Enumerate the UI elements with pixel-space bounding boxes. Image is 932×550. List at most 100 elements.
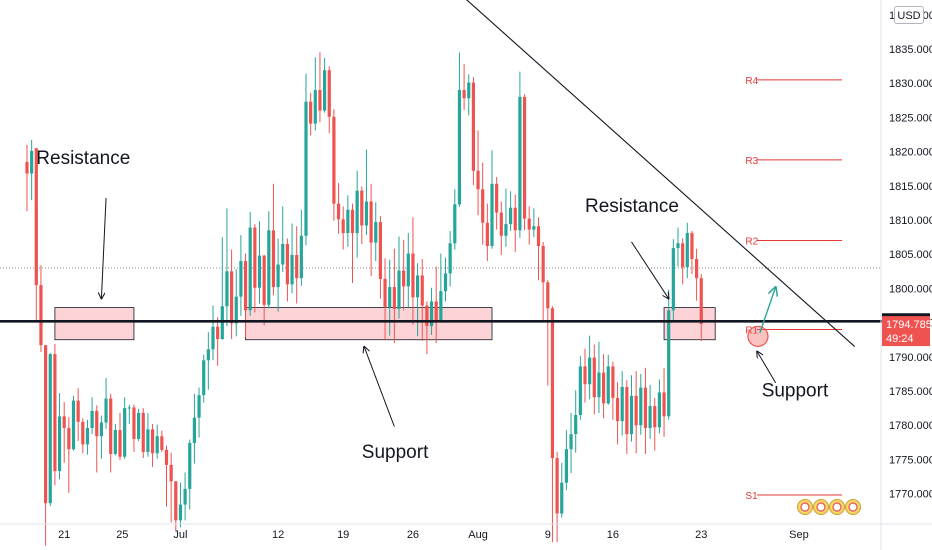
candle-body[interactable] bbox=[239, 261, 243, 297]
candle-body[interactable] bbox=[634, 395, 638, 426]
candle-body[interactable] bbox=[522, 96, 527, 219]
candle-body[interactable] bbox=[164, 449, 169, 465]
candle-body[interactable] bbox=[183, 488, 187, 505]
candle-body[interactable] bbox=[188, 443, 192, 489]
candle-body[interactable] bbox=[290, 254, 294, 285]
candle-body[interactable] bbox=[425, 305, 429, 327]
candle-body[interactable] bbox=[123, 408, 127, 457]
candle-body[interactable] bbox=[327, 70, 331, 117]
candle-body[interactable] bbox=[62, 416, 66, 428]
candle-body[interactable] bbox=[118, 430, 122, 457]
candle-body[interactable] bbox=[160, 436, 164, 450]
candle-body[interactable] bbox=[346, 209, 350, 234]
candle-body[interactable] bbox=[90, 410, 94, 428]
candle-body[interactable] bbox=[178, 504, 183, 521]
candle-body[interactable] bbox=[85, 427, 90, 445]
candle-body[interactable] bbox=[81, 421, 85, 445]
candle-body[interactable] bbox=[234, 296, 238, 324]
candle-body[interactable] bbox=[495, 183, 499, 213]
candle-body[interactable] bbox=[411, 253, 415, 298]
candle-body[interactable] bbox=[99, 422, 103, 437]
candle-body[interactable] bbox=[211, 326, 215, 350]
candle-body[interactable] bbox=[476, 170, 480, 190]
candle-body[interactable] bbox=[57, 416, 62, 472]
candle-body[interactable] bbox=[206, 349, 210, 361]
currency-badge[interactable]: USD bbox=[894, 6, 924, 24]
candle-body[interactable] bbox=[592, 357, 596, 398]
candle-body[interactable] bbox=[541, 246, 545, 283]
candle-body[interactable] bbox=[230, 271, 234, 324]
candle-body[interactable] bbox=[67, 427, 71, 450]
candle-body[interactable] bbox=[653, 406, 657, 428]
candle-body[interactable] bbox=[192, 417, 196, 444]
candle-body[interactable] bbox=[341, 219, 345, 234]
candle-body[interactable] bbox=[681, 243, 685, 268]
candle-body[interactable] bbox=[378, 222, 382, 279]
candle-body[interactable] bbox=[39, 285, 43, 346]
candle-body[interactable] bbox=[434, 301, 438, 321]
candle-body[interactable] bbox=[383, 278, 387, 308]
candle-body[interactable] bbox=[267, 230, 271, 305]
candle-body[interactable] bbox=[481, 189, 485, 223]
candle-body[interactable] bbox=[104, 398, 108, 423]
candle-body[interactable] bbox=[671, 248, 675, 311]
candle-body[interactable] bbox=[485, 222, 489, 247]
candle-body[interactable] bbox=[639, 387, 643, 426]
candle-body[interactable] bbox=[513, 207, 517, 231]
candle-body[interactable] bbox=[95, 410, 99, 437]
candle-body[interactable] bbox=[30, 150, 34, 174]
candle-body[interactable] bbox=[336, 203, 341, 220]
candle-body[interactable] bbox=[555, 458, 559, 514]
candle-body[interactable] bbox=[309, 101, 313, 124]
candle-body[interactable] bbox=[141, 412, 145, 452]
candle-body[interactable] bbox=[281, 243, 285, 265]
candle-body[interactable] bbox=[374, 222, 378, 243]
candle-body[interactable] bbox=[620, 386, 624, 422]
sr-zone-rect[interactable] bbox=[54, 307, 135, 341]
candle-body[interactable] bbox=[127, 407, 131, 409]
candle-body[interactable] bbox=[467, 82, 471, 99]
candle-body[interactable] bbox=[257, 255, 262, 288]
event-flags[interactable] bbox=[797, 499, 861, 515]
candle-body[interactable] bbox=[439, 291, 443, 321]
candle-body[interactable] bbox=[699, 278, 703, 325]
candle-body[interactable] bbox=[550, 308, 555, 459]
candle-body[interactable] bbox=[583, 366, 587, 385]
candle-body[interactable] bbox=[216, 326, 220, 340]
candle-body[interactable] bbox=[299, 235, 303, 279]
descending-trendline[interactable] bbox=[422, 0, 856, 347]
candle-body[interactable] bbox=[113, 430, 117, 454]
candle-body[interactable] bbox=[629, 395, 634, 435]
candle-body[interactable] bbox=[615, 397, 620, 422]
candle-body[interactable] bbox=[597, 372, 601, 398]
candle-body[interactable] bbox=[332, 116, 336, 204]
candle-body[interactable] bbox=[364, 201, 369, 226]
candle-body[interactable] bbox=[318, 90, 322, 111]
candle-body[interactable] bbox=[253, 227, 257, 288]
candle-body[interactable] bbox=[499, 212, 503, 236]
candle-body[interactable] bbox=[71, 400, 76, 450]
candle-body[interactable] bbox=[44, 345, 48, 504]
candle-body[interactable] bbox=[53, 354, 57, 472]
candle-body[interactable] bbox=[662, 392, 666, 417]
candle-body[interactable] bbox=[402, 270, 406, 287]
candle-body[interactable] bbox=[271, 230, 276, 288]
candle-body[interactable] bbox=[76, 400, 80, 422]
candle-body[interactable] bbox=[462, 90, 466, 99]
candle-body[interactable] bbox=[602, 372, 606, 404]
candle-body[interactable] bbox=[667, 310, 671, 417]
candle-body[interactable] bbox=[388, 287, 392, 308]
candle-body[interactable] bbox=[657, 392, 661, 428]
candle-body[interactable] bbox=[262, 255, 266, 305]
candle-body[interactable] bbox=[457, 90, 462, 205]
candle-body[interactable] bbox=[34, 148, 38, 286]
candle-body[interactable] bbox=[574, 414, 578, 435]
candle-body[interactable] bbox=[202, 360, 206, 396]
candle-body[interactable] bbox=[225, 271, 229, 307]
candle-body[interactable] bbox=[546, 282, 550, 309]
candle-body[interactable] bbox=[369, 201, 373, 243]
candle-body[interactable] bbox=[453, 204, 457, 244]
candle-body[interactable] bbox=[536, 226, 541, 247]
candle-body[interactable] bbox=[360, 190, 364, 226]
